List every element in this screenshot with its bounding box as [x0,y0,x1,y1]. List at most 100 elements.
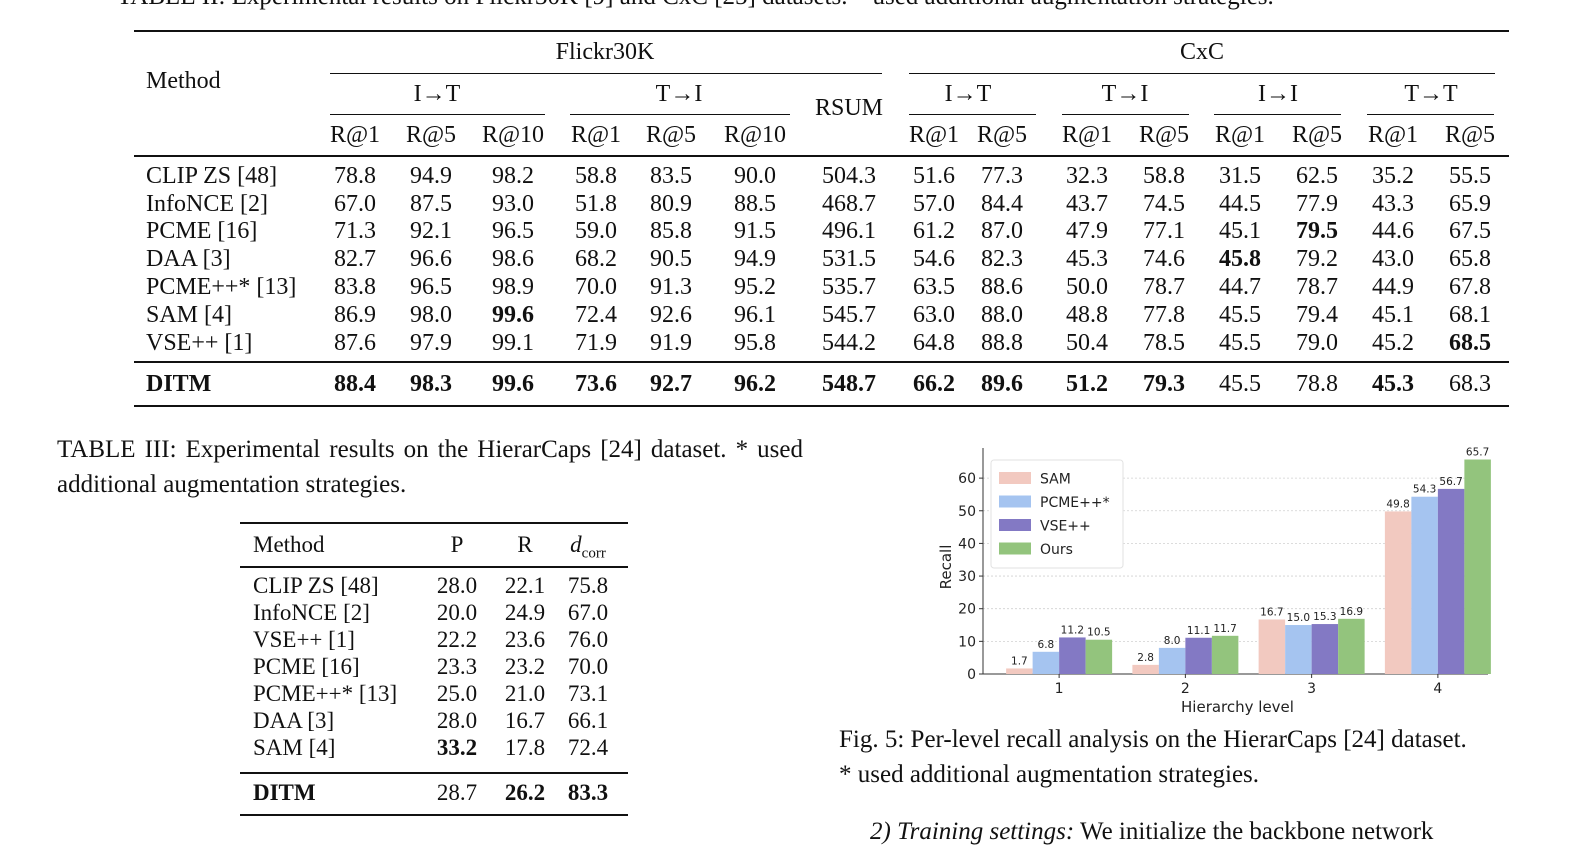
group-header-cxc: CxC [1179,39,1225,65]
table-cell: 77.3 [981,163,1023,189]
x-axis-label: Hierarchy level [1181,698,1294,716]
table-cell: 51.6 [913,163,955,189]
column-header: R@10 [481,122,545,148]
table-cell: 87.5 [410,191,452,217]
column-header: R@1 [908,122,960,148]
table-cell: 96.5 [492,218,534,244]
table-cell: 78.7 [1143,274,1185,300]
table-cell: 50.0 [1066,274,1108,300]
table-cell: 78.5 [1143,330,1185,356]
table2-caption: TABLE II: Experimental results on Flickr… [117,0,1274,11]
table-cell: 77.8 [1143,302,1185,328]
subheader-cxc-i2i: I→I [1258,81,1298,107]
table-cell-ours: 92.7 [650,371,692,397]
table-cell: 98.0 [410,302,452,328]
legend-entry: PCME++* [1040,495,1110,511]
row-method: PCME++* [13] [146,274,297,300]
table-cell: 45.1 [1372,302,1414,328]
bar-data-label: 65.7 [1466,447,1489,459]
table-cell: 67.0 [567,600,609,625]
subheader-cxc-t2t: T→T [1404,81,1458,107]
table-cell: 47.9 [1066,218,1108,244]
bar-data-label: 1.7 [1011,655,1028,667]
table-cell: 31.5 [1219,163,1261,189]
subheader-rsum: RSUM [814,95,884,121]
table-cell: 45.5 [1219,302,1261,328]
table-cell: 82.7 [334,246,376,272]
bar-sam-level-4 [1384,511,1412,674]
table-cell: 45.5 [1219,330,1261,356]
table-cell: 80.9 [650,191,692,217]
table-cell: 32.3 [1066,163,1108,189]
bar-data-label: 6.8 [1038,639,1055,651]
table-cell: 24.9 [504,600,546,625]
bar-vse-level-3 [1311,624,1339,674]
table-cell: 96.5 [410,274,452,300]
table-rule [134,155,1509,157]
table-cell: 58.8 [575,163,617,189]
column-header-d-subscript: corr [581,545,606,562]
table-cell: 63.5 [913,274,955,300]
table-cell: 90.5 [650,246,692,272]
table-cell: 17.8 [504,735,546,760]
table-cell: 98.9 [492,274,534,300]
bar-data-label: 2.8 [1137,652,1154,664]
row-method: DAA [3] [253,708,335,733]
column-header: R@5 [976,122,1028,148]
table-cell-ours: 99.6 [492,371,534,397]
row-method: InfoNCE [2] [253,600,370,625]
row-method: VSE++ [1] [146,330,253,356]
bar-data-label: 54.3 [1413,484,1436,496]
table-cell: 43.3 [1372,191,1414,217]
bar-sam-level-1 [1006,668,1033,674]
bar-data-label: 16.7 [1260,606,1283,618]
table-cell: 28.0 [436,708,478,733]
table-cell-ours: 83.3 [567,780,609,805]
table-cell-ours: 88.4 [334,371,376,397]
table-cell: 468.7 [822,191,876,217]
bar-pcme-level-4 [1411,496,1438,674]
table-cell: 62.5 [1296,163,1338,189]
table-cell-ours: 45.5 [1219,371,1261,397]
row-method: CLIP ZS [48] [253,573,379,598]
subheader-i2t: I→T [413,81,461,107]
table3-caption: TABLE III: Experimental results on the H… [57,436,803,498]
bar-vse-level-1 [1059,637,1086,674]
table-cell: 50.4 [1066,330,1108,356]
table-cell: 94.9 [410,163,452,189]
table-cell: 63.0 [913,302,955,328]
table-cell: 45.1 [1219,218,1261,244]
table-cell: 88.6 [981,274,1023,300]
section-heading: 2) Training settings: [870,818,1075,845]
column-header: R@5 [1291,122,1343,148]
table-cell: 98.2 [492,163,534,189]
table-cell: 95.8 [734,330,776,356]
table-cell: 96.6 [410,246,452,272]
column-header: R@1 [329,122,381,148]
legend-swatch-vse [999,519,1031,531]
bar-ours-level-3 [1338,618,1365,674]
table-cell: 95.2 [734,274,776,300]
table-cell: 75.8 [567,573,609,598]
table-cell: 90.0 [734,163,776,189]
table-cell: 98.6 [492,246,534,272]
table-rule [240,522,628,524]
table-cell-ours: 66.2 [913,371,955,397]
legend-entry: SAM [1040,472,1071,488]
table-cell: 92.1 [410,218,452,244]
bar-data-label: 11.1 [1187,625,1210,637]
table-cell: 88.0 [981,302,1023,328]
table-cell: 64.8 [913,330,955,356]
x-tick-label: 1 [1055,681,1064,697]
column-header-p: P [450,532,464,557]
x-tick-label: 2 [1181,681,1190,697]
table-cell-ours: 96.2 [734,371,776,397]
row-method: PCME++* [13] [253,681,398,706]
table-cell: 79.0 [1296,330,1338,356]
table-cell: 44.6 [1372,218,1414,244]
table-cell: 83.8 [334,274,376,300]
table-cell: 92.6 [650,302,692,328]
table-cell: 71.3 [334,218,376,244]
table-cell: 35.2 [1372,163,1414,189]
